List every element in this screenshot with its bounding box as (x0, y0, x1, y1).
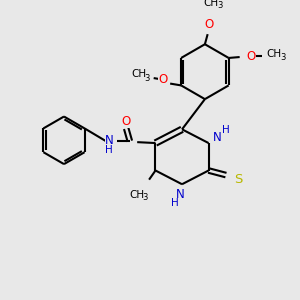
Text: 3: 3 (145, 74, 150, 82)
Text: N: N (176, 188, 184, 201)
Text: N: N (105, 134, 114, 147)
Text: O: O (158, 73, 167, 85)
Text: H: H (105, 146, 113, 155)
Text: S: S (235, 173, 243, 186)
Text: CH: CH (130, 190, 145, 200)
Text: O: O (122, 115, 131, 128)
Text: CH: CH (204, 0, 219, 8)
Text: H: H (171, 198, 178, 208)
Text: CH: CH (267, 49, 282, 59)
Text: CH: CH (131, 69, 147, 80)
Text: O: O (205, 18, 214, 31)
Text: 3: 3 (217, 1, 222, 10)
Text: H: H (222, 125, 230, 135)
Text: N: N (213, 131, 222, 144)
Text: 3: 3 (280, 52, 285, 62)
Text: 3: 3 (143, 194, 148, 202)
Text: O: O (246, 50, 255, 63)
